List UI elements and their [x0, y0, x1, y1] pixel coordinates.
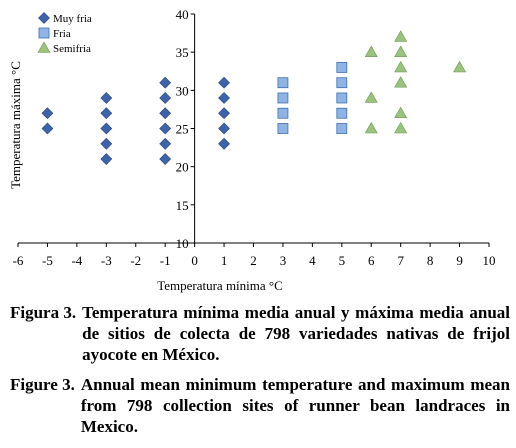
legend-marker-square [38, 27, 50, 39]
axes [17, 13, 490, 247]
data-point-triangle [394, 76, 408, 88]
data-point-diamond [100, 153, 113, 165]
data-point-diamond [159, 137, 172, 150]
x-tick-label: 1 [221, 253, 228, 268]
legend-marker-triangle [37, 41, 51, 53]
data-point-triangle [394, 106, 408, 119]
y-tick-label: 35 [176, 45, 189, 60]
data-points [41, 30, 467, 165]
scatter-chart: -6 -5 -4 -3 -2 -1 0 1 2 3 4 5 6 7 8 9 10 10 15 20 25 30 35 40 M… [8, 7, 496, 293]
data-point-square [277, 107, 289, 119]
data-point-diamond [159, 76, 172, 89]
data-point-diamond [159, 122, 172, 135]
x-tick-label: 2 [250, 253, 257, 268]
data-point-square [336, 92, 348, 104]
x-tick-label: 4 [309, 253, 316, 268]
x-axis-title: Temperatura mínima °C [157, 278, 283, 293]
x-tick-label: 6 [368, 253, 375, 268]
data-point-diamond [100, 107, 113, 120]
data-point-square [336, 123, 348, 134]
x-tick-label: 8 [427, 253, 434, 268]
legend-label: Semifria [53, 43, 91, 55]
caption-spanish-label: Figura 3. [10, 303, 77, 322]
legend: Muy fria Fria Semifria [37, 12, 92, 55]
y-axis-title: Temperatura máxima °C [8, 61, 23, 189]
data-point-square [277, 92, 289, 104]
x-tick-label: -6 [13, 253, 24, 268]
data-point-triangle [364, 91, 378, 103]
tick-labels: -6 -5 -4 -3 -2 -1 0 1 2 3 4 5 6 7 8 9 10 10 15 20 25 30 35 40 [13, 7, 496, 268]
x-tick-label: -4 [71, 253, 82, 268]
y-tick-label: 20 [176, 160, 189, 175]
x-tick-label: 0 [191, 253, 198, 268]
x-tick-label: -1 [160, 253, 171, 268]
data-point-diamond [218, 107, 230, 120]
y-tick-label: 25 [176, 122, 189, 137]
legend-marker-diamond [38, 12, 50, 24]
data-point-diamond [159, 107, 172, 120]
caption-english: Figure 3. Annual mean minimum temperatur… [10, 374, 510, 437]
data-point-diamond [159, 153, 172, 165]
data-point-diamond [218, 122, 230, 135]
data-point-triangle [394, 121, 408, 134]
data-point-diamond [218, 76, 230, 89]
data-point-diamond [100, 92, 113, 104]
data-point-diamond [41, 122, 54, 135]
x-tick-label: -2 [130, 253, 141, 268]
data-point-triangle [364, 121, 378, 134]
data-point-diamond [100, 137, 113, 150]
data-point-diamond [41, 107, 54, 120]
caption-english-label: Figure 3. [10, 375, 75, 394]
data-point-square [336, 62, 348, 73]
caption-spanish: Figura 3. Temperatura mínima media anual… [10, 302, 510, 365]
data-point-square [277, 77, 289, 89]
x-tick-label: 7 [397, 253, 404, 268]
x-tick-label: -5 [42, 253, 53, 268]
y-tick-label: 30 [176, 83, 189, 98]
data-point-diamond [218, 137, 230, 150]
data-point-square [336, 107, 348, 119]
x-tick-label: 10 [483, 253, 496, 268]
y-tick-label: 10 [176, 236, 189, 251]
x-tick-label: -3 [101, 253, 112, 268]
y-tick-label: 15 [176, 198, 189, 213]
y-tick-label: 40 [176, 7, 189, 22]
data-point-triangle [394, 30, 408, 42]
data-point-diamond [159, 92, 172, 104]
data-point-diamond [218, 92, 230, 104]
legend-label: Fria [53, 28, 71, 40]
x-tick-label: 3 [280, 253, 287, 268]
data-point-diamond [100, 122, 113, 135]
data-point-triangle [453, 60, 467, 73]
data-point-triangle [394, 60, 408, 73]
data-point-square [336, 77, 348, 89]
x-tick-label: 9 [456, 253, 463, 268]
legend-label: Muy fria [53, 13, 92, 25]
data-point-triangle [364, 45, 378, 57]
caption-english-text: Annual mean minimum temperature and maxi… [80, 375, 510, 436]
data-point-triangle [394, 45, 408, 57]
caption-spanish-text: Temperatura mínima media anual y máxima … [82, 303, 510, 364]
data-point-square [277, 123, 289, 134]
x-tick-label: 5 [339, 253, 346, 268]
